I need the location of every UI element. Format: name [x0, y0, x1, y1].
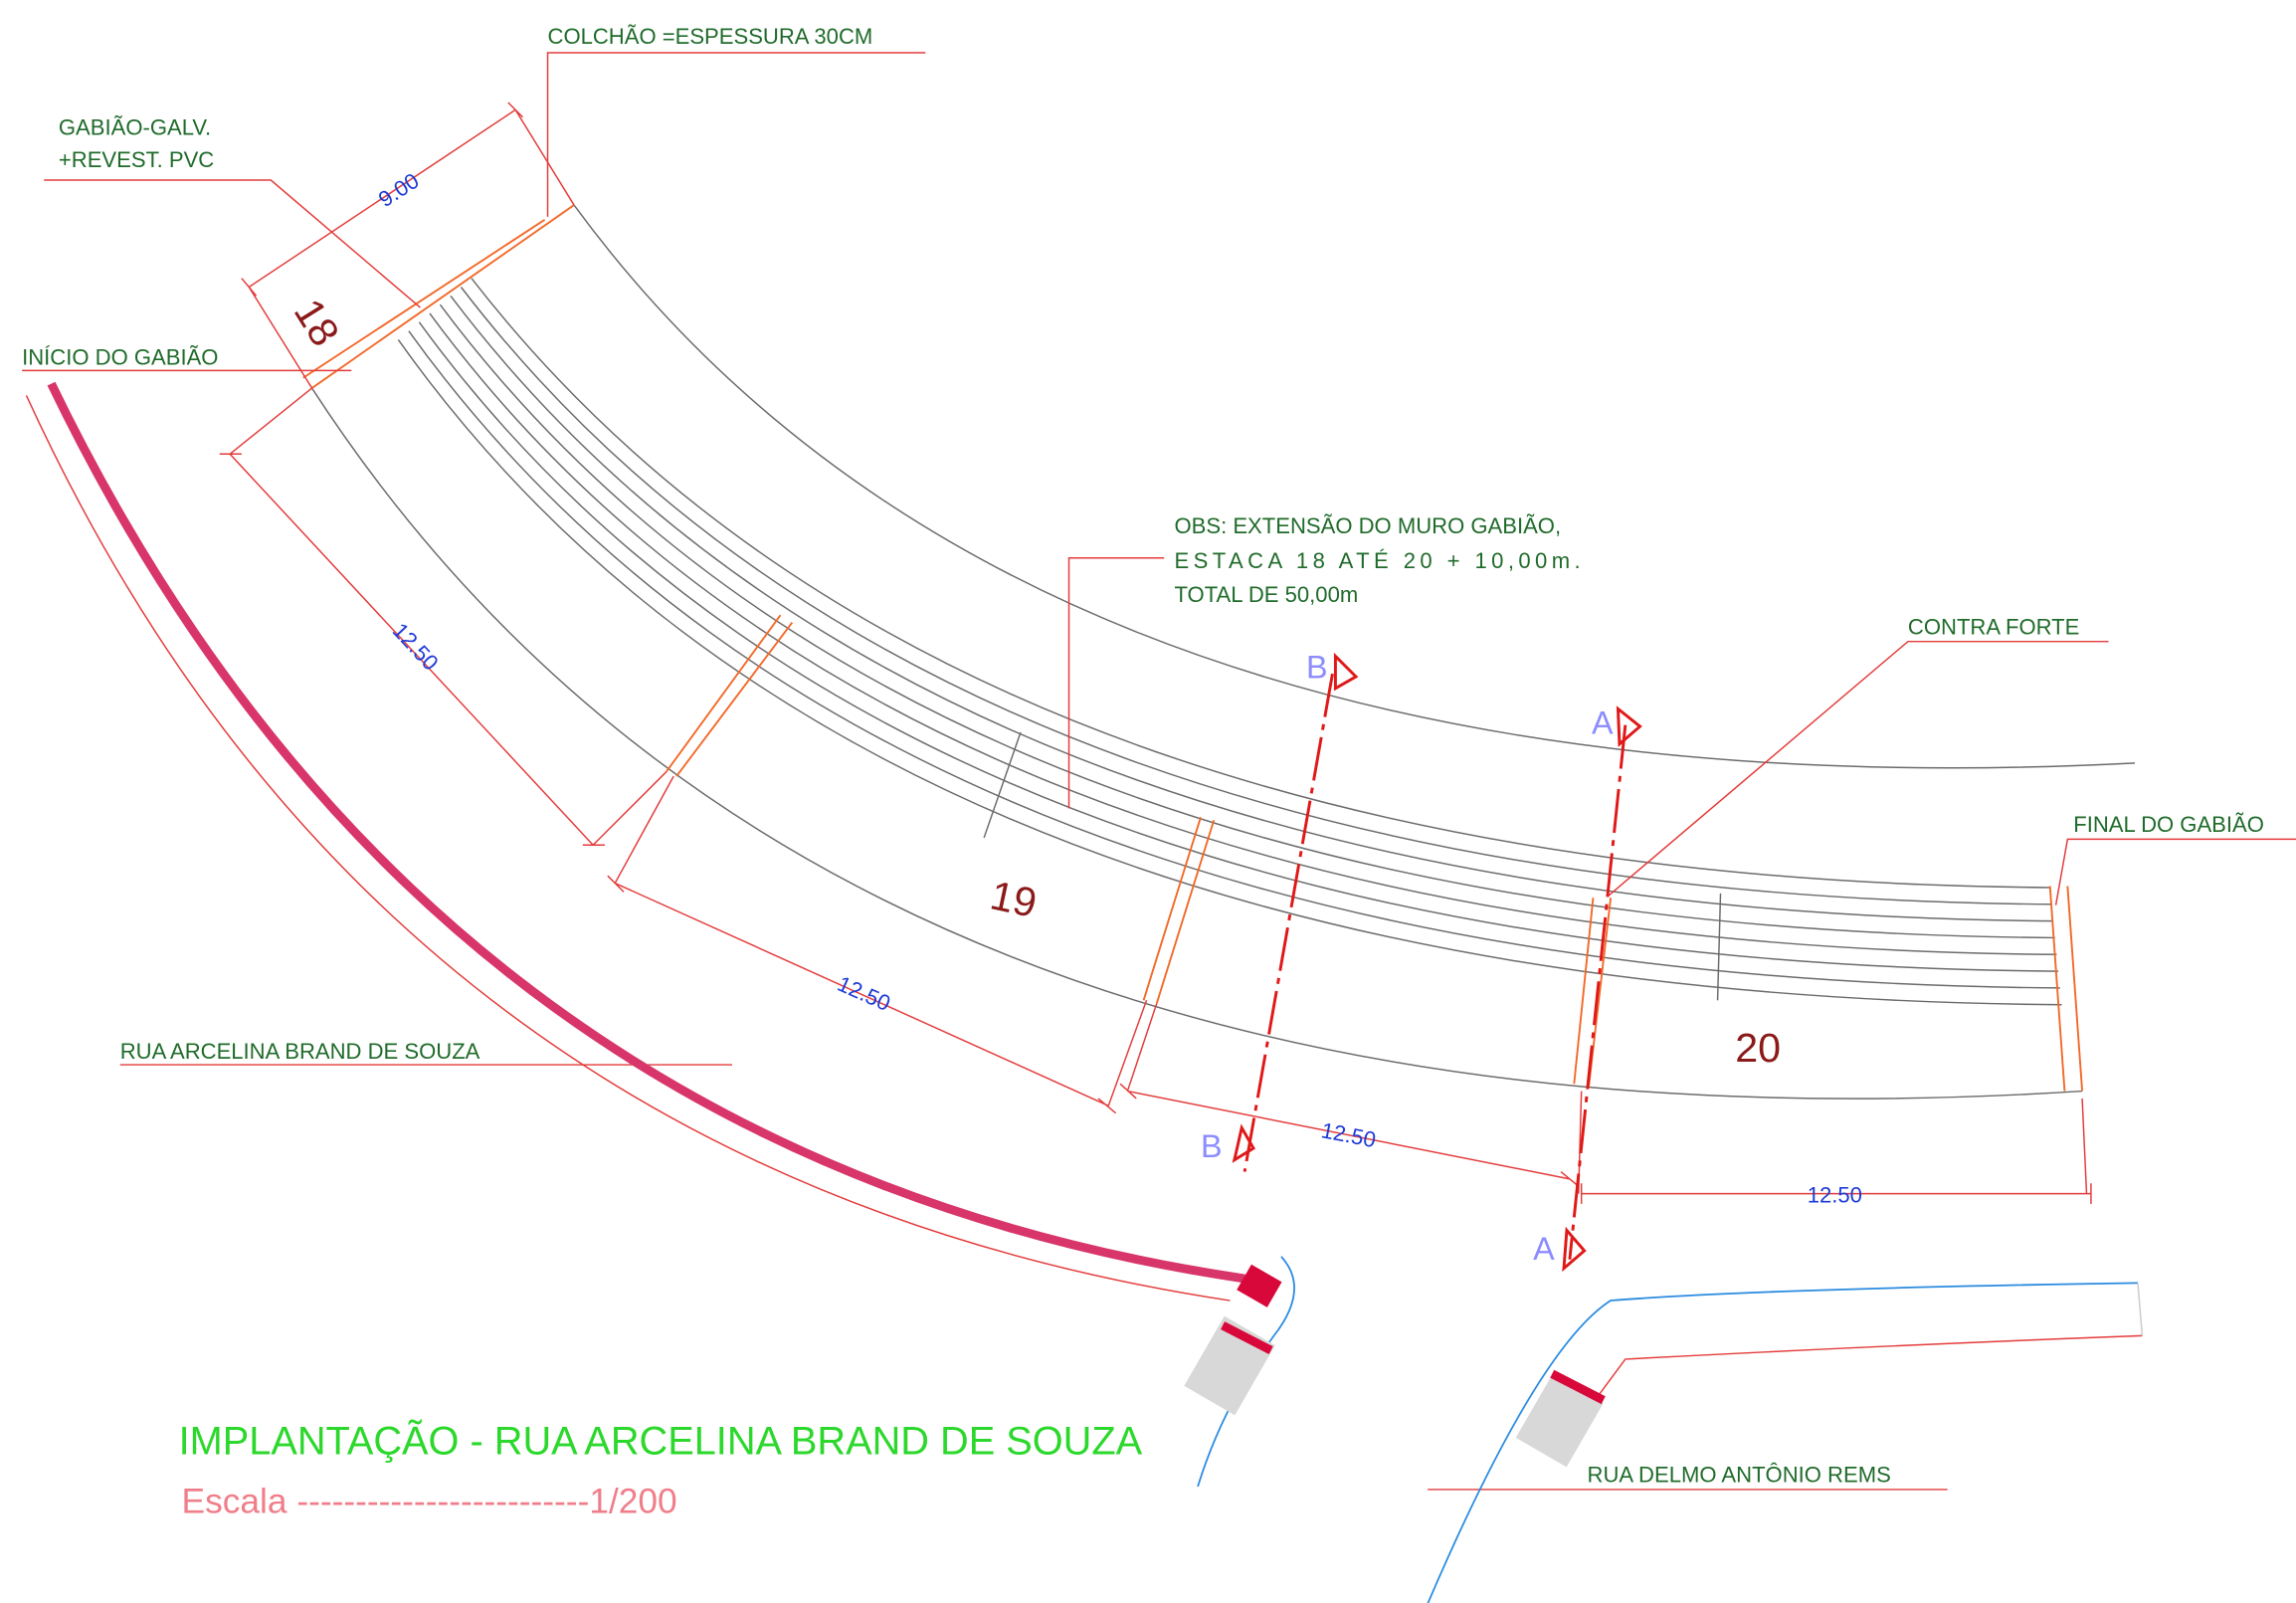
label: GABIÃO-GALV. [59, 114, 211, 139]
station: 19 [987, 872, 1041, 926]
dim-line [1578, 1091, 2092, 1204]
section-start [302, 204, 575, 389]
block [1237, 1264, 1282, 1307]
section-mark: A [1592, 704, 1614, 740]
leader [546, 52, 926, 217]
cross-sections [302, 204, 2084, 1092]
scale: Escala -------------------------1/200 [182, 1482, 677, 1520]
label: ESTACA 18 ATÉ 20 + 10,00m. [1174, 548, 1585, 573]
block [1550, 1369, 1606, 1405]
street-edge [1427, 1282, 2139, 1603]
gabion-layer [408, 330, 2060, 989]
dim-line [241, 101, 575, 389]
cut-line [1568, 724, 1627, 1260]
leaders [22, 52, 2296, 1491]
section-mark: A [1533, 1231, 1555, 1267]
label: FINAL DO GABIÃO [2073, 812, 2264, 837]
outer-edge [573, 204, 2136, 769]
section-end [2048, 886, 2084, 1092]
ramp [1515, 1374, 1604, 1468]
dimension-lines [219, 101, 2092, 1204]
gabion-layer [397, 339, 2062, 1006]
section [1142, 817, 1216, 1004]
leader [44, 179, 421, 308]
leader [1067, 557, 1165, 809]
label: INÍCIO DO GABIÃO [22, 345, 218, 370]
label: COLCHÃO =ESPESSURA 30CM [548, 24, 873, 49]
label: RUA DELMO ANTÔNIO REMS [1588, 1463, 1891, 1488]
gabion-layer [471, 278, 2050, 889]
section [665, 614, 794, 777]
label: OBS: EXTENSÃO DO MURO GABIÃO, [1174, 513, 1561, 538]
leader [1607, 640, 2109, 898]
label: CONTRA FORTE [1908, 614, 2079, 639]
section-mark: B [1201, 1128, 1223, 1164]
curb [1595, 1334, 2143, 1400]
section-mark: B [1306, 649, 1328, 685]
wall-line [47, 381, 1245, 1284]
inner-edge [310, 387, 2083, 1100]
label: +REVEST. PVC [59, 147, 214, 172]
dim-line [1119, 1003, 1580, 1187]
curb [25, 395, 1231, 1302]
leader [2054, 838, 2296, 905]
streets [25, 381, 2144, 1603]
dim-line [219, 387, 668, 847]
station: 20 [1735, 1025, 1781, 1071]
dim-line [607, 775, 1148, 1114]
gabion-layer [439, 303, 2055, 939]
block [1221, 1321, 1273, 1355]
section-cuts [1232, 652, 1642, 1273]
gabion-wall [310, 204, 2136, 1100]
dimension: 12.50 [1808, 1182, 1862, 1207]
edge [2137, 1283, 2144, 1336]
gabion-layer [460, 287, 2052, 905]
joint [983, 731, 1722, 1001]
cut-line [1243, 673, 1334, 1172]
title: IMPLANTAÇÃO - RUA ARCELINA BRAND DE SOUZ… [179, 1419, 1143, 1464]
label: RUA ARCELINA BRAND DE SOUZA [120, 1039, 480, 1064]
label: TOTAL DE 50,00m [1174, 582, 1358, 607]
gabion-layer [450, 295, 2054, 922]
cut-arrow [1232, 652, 1642, 1273]
